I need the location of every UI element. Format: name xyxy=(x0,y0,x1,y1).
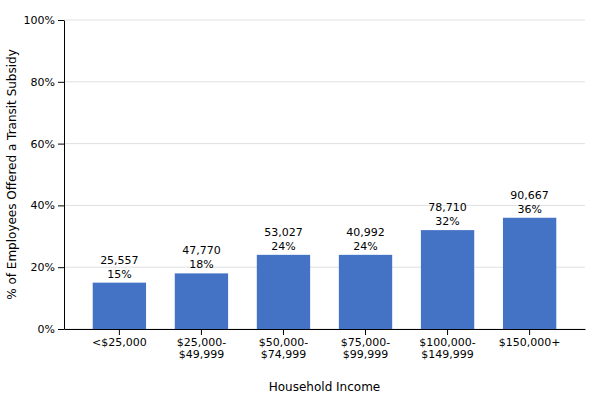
tick-label: $75,000-$99,999 xyxy=(341,336,390,362)
tick: 80% xyxy=(31,76,64,89)
tick: 0% xyxy=(38,323,64,336)
count-label: 47,770 xyxy=(182,244,221,257)
y-axis-title: % of Employees Offered a Transit Subsidy xyxy=(5,49,19,300)
bar xyxy=(175,273,228,329)
tick: $75,000-$99,999 xyxy=(341,329,390,361)
data-label: 32% xyxy=(435,215,459,228)
tick-label: $25,000-$49,999 xyxy=(177,336,226,362)
tick-label: $150,000+ xyxy=(499,336,561,349)
tick-label: 60% xyxy=(31,138,55,151)
tick-label: 40% xyxy=(31,199,55,212)
grid-line xyxy=(64,143,585,144)
y-axis: 0% 20% 40% 60% 80% 100% xyxy=(24,14,65,336)
tick: $50,000-$74,999 xyxy=(259,329,308,361)
tick-mark xyxy=(119,329,120,335)
bar xyxy=(339,255,392,329)
plot-area xyxy=(93,218,557,329)
tick-mark xyxy=(365,329,366,335)
tick-mark xyxy=(58,144,64,145)
tick-mark xyxy=(58,205,64,206)
tick-label: $50,000-$74,999 xyxy=(259,336,308,362)
count-label: 25,557 xyxy=(100,254,139,267)
tick-mark xyxy=(58,20,64,21)
data-label: 24% xyxy=(353,240,377,253)
axis-line xyxy=(64,21,65,330)
tick-label: $100,000-$149,999 xyxy=(419,336,475,362)
tick-label-line: $99,999 xyxy=(343,348,389,361)
tick-label-line: $49,999 xyxy=(179,348,225,361)
data-label: 15% xyxy=(107,268,131,281)
count-label: 78,710 xyxy=(428,201,467,214)
tick: $100,000-$149,999 xyxy=(419,329,475,361)
tick: 60% xyxy=(31,138,64,151)
tick-label: 100% xyxy=(24,14,55,27)
tick-label-line: $50,000- xyxy=(259,336,308,349)
tick-label-line: $25,000- xyxy=(177,336,226,349)
tick-mark xyxy=(201,329,202,335)
count-label: 53,027 xyxy=(264,226,303,239)
data-label: 24% xyxy=(271,240,295,253)
tick-label-line: $100,000- xyxy=(419,336,475,349)
tick-mark xyxy=(58,329,64,330)
grid-line xyxy=(64,20,585,21)
chart: 0% 20% 40% 60% 80% 100% <$25,000 $25,000-$49,99… xyxy=(0,0,600,401)
data-label: 36% xyxy=(517,203,541,216)
tick-mark xyxy=(447,329,448,335)
tick-label-line: $75,000- xyxy=(341,336,390,349)
axis-line xyxy=(65,329,586,330)
grid-line xyxy=(64,81,585,82)
bar xyxy=(257,255,310,329)
tick-label-line: $74,999 xyxy=(261,348,307,361)
tick-label-line: $149,999 xyxy=(421,348,474,361)
x-axis-title: Household Income xyxy=(269,380,380,394)
tick-mark xyxy=(283,329,284,335)
x-axis: <$25,000$25,000-$49,999$50,000-$74,999$7… xyxy=(65,329,586,361)
tick-label: 20% xyxy=(31,261,55,274)
bar xyxy=(421,230,474,329)
tick-mark xyxy=(58,82,64,83)
data-label: 18% xyxy=(189,258,213,271)
tick-label-line: <$25,000 xyxy=(92,336,147,349)
bar xyxy=(93,283,146,329)
tick-label: 80% xyxy=(31,76,55,89)
tick: 100% xyxy=(24,14,64,27)
tick-mark xyxy=(58,267,64,268)
grid xyxy=(64,20,585,329)
tick: 20% xyxy=(31,261,64,274)
tick: $25,000-$49,999 xyxy=(177,329,226,361)
count-label: 40,992 xyxy=(346,226,385,239)
tick: <$25,000 xyxy=(92,329,147,349)
tick: $150,000+ xyxy=(499,329,561,349)
tick-label: 0% xyxy=(38,323,55,336)
grid-line xyxy=(64,205,585,206)
count-label: 90,667 xyxy=(510,189,549,202)
tick-mark xyxy=(529,329,530,335)
bar xyxy=(503,218,556,329)
tick-label-line: $150,000+ xyxy=(499,336,561,349)
data-labels: 15%25,55718%47,77024%53,02724%40,99232%7… xyxy=(100,189,549,281)
tick-label: <$25,000 xyxy=(92,336,147,349)
tick: 40% xyxy=(31,199,64,212)
